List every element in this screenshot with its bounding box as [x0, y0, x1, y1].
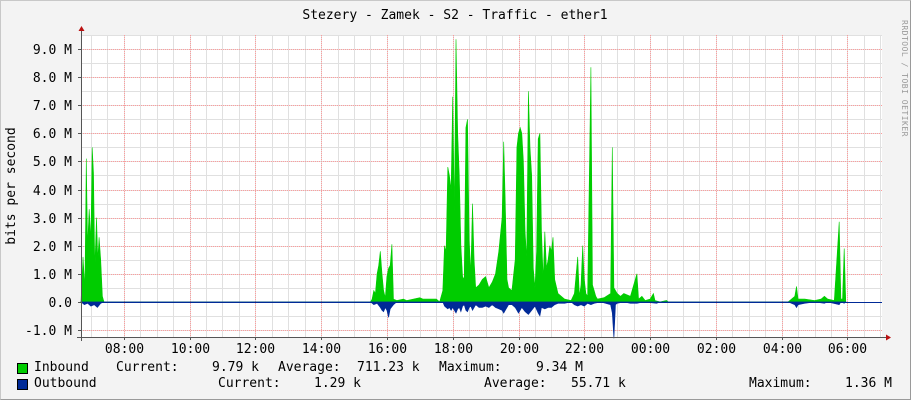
y-tick-label: 9.0 M: [33, 43, 72, 58]
x-tick-label: 04:00: [763, 342, 802, 357]
grid: [81, 35, 882, 337]
y-tick-label: 5.0 M: [33, 155, 72, 170]
y-axis-label: bits per second: [4, 127, 19, 244]
x-tick-label: 18:00: [434, 342, 473, 357]
series-area-inbound: [80, 39, 847, 303]
legend-inbound-maximum: 9.34 M: [536, 360, 583, 375]
legend-inbound-maximum-label: Maximum:: [439, 360, 502, 375]
legend-outbound-current-label: Current:: [218, 376, 281, 391]
series-area-outbound: [80, 301, 847, 339]
legend-inbound-average-label: Average:: [278, 360, 341, 375]
y-tick-label: 4.0 M: [33, 184, 72, 199]
x-tick-label: 08:00: [105, 342, 144, 357]
x-tick-label: 00:00: [631, 342, 670, 357]
x-tick-label: 10:00: [171, 342, 210, 357]
chart-title: Stezery - Zamek - S2 - Traffic - ether1: [302, 8, 607, 23]
x-tick-label: 06:00: [828, 342, 867, 357]
legend-outbound-current: 1.29 k: [314, 376, 361, 391]
rrdtool-watermark: RRDTOOL / TOBI OETIKER: [900, 20, 909, 137]
x-tick-label: 02:00: [697, 342, 736, 357]
y-tick-label: 1.0 M: [33, 268, 72, 283]
y-tick-label: 3.0 M: [33, 212, 72, 227]
x-axis-arrow: [886, 334, 891, 341]
axes: [77, 26, 891, 341]
legend-outbound-maximum: 1.36 M: [845, 376, 892, 391]
y-tick-labels: -1.0 M 0.0 1.0 M 2.0 M 3.0 M 4.0 M 5.0 M 6.0 M 7…: [25, 43, 72, 339]
y-tick-label: 8.0 M: [33, 71, 72, 86]
legend-outbound-average-label: Average:: [484, 376, 547, 391]
inbound-swatch: [17, 363, 28, 374]
legend-inbound-current: 9.79 k: [212, 360, 259, 375]
legend-inbound-average: 711.23 k: [357, 360, 420, 375]
x-tick-labels: 08:00 10:00 12:00 14:00 16:00 18:00 20:00 22:00…: [105, 342, 867, 357]
x-tick-label: 16:00: [368, 342, 407, 357]
outbound-swatch: [17, 379, 28, 390]
legend-outbound-average: 55.71 k: [571, 376, 626, 391]
y-tick-label: -1.0 M: [25, 324, 72, 339]
legend-outbound-maximum-label: Maximum:: [749, 376, 812, 391]
legend-inbound-current-label: Current:: [116, 360, 179, 375]
y-tick-label: 6.0 M: [33, 127, 72, 142]
series-areas: [80, 39, 847, 339]
y-axis-arrow: [78, 26, 85, 31]
y-tick-label: 7.0 M: [33, 99, 72, 114]
x-tick-label: 22:00: [565, 342, 604, 357]
y-tick-label: 2.0 M: [33, 240, 72, 255]
legend-outbound-name: Outbound: [34, 376, 97, 391]
x-tick-label: 14:00: [302, 342, 341, 357]
x-tick-label: 12:00: [236, 342, 275, 357]
legend-inbound-name: Inbound: [34, 360, 89, 375]
y-tick-label: 0.0: [49, 296, 72, 311]
x-tick-label: 20:00: [500, 342, 539, 357]
